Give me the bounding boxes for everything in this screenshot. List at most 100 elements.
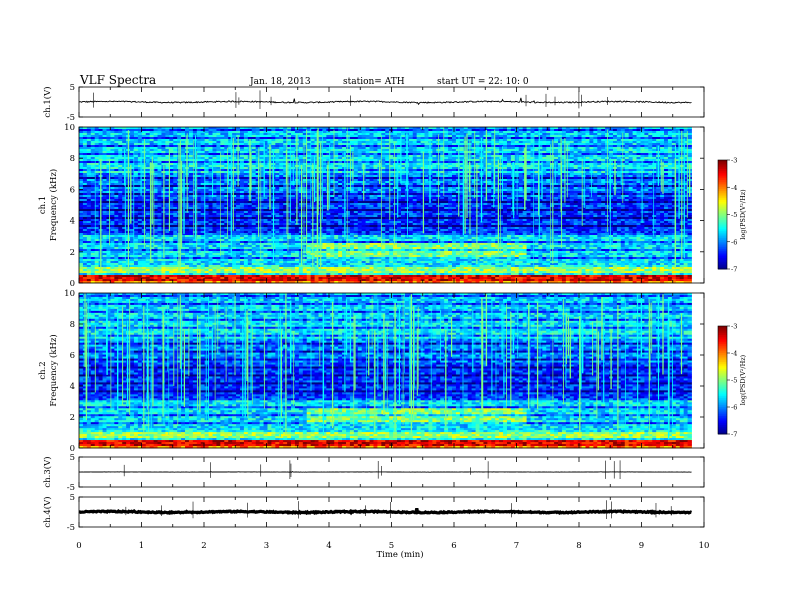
ch1-spectrogram-cell [291,133,296,136]
ch1-spectrogram-cell [534,129,539,132]
ch1-spectrogram-cell [342,153,347,156]
ch1-spectrogram-cell [243,155,249,158]
ch1-spectrogram-cell [558,159,563,162]
ch1-spectrogram-cell [565,141,571,144]
ch1-spectrogram-cell [652,167,657,170]
ch1-spectrogram-cell [597,153,602,156]
ch1-spectrogram-cell [612,135,618,138]
ch1-spectrogram-cell [624,129,630,132]
ch1-spectrogram-cell [232,147,237,150]
ch1-spectrogram-cell [656,127,661,130]
ch1-spectrogram-cell [283,161,288,164]
ch1-spectrogram-cell [82,139,88,142]
ch1-spectrogram-cell [432,165,437,168]
ch1-spectrogram-cell [675,137,681,140]
ch1-spectrogram-cell [573,165,579,168]
ch1-spectrogram-cell [546,133,551,136]
ch1-spectrogram-cell [118,155,123,158]
ch1-spectrogram-cell [612,153,618,156]
ch1-spectrogram-cell [349,127,355,130]
ch1-spectrogram-cell [424,159,429,162]
ch1-spectrogram-cell [491,149,496,152]
ch1-spectrogram-cell [287,147,292,150]
ch1-spectrogram-cell [420,137,425,140]
ch1-spectrogram-cell [263,127,268,130]
ch1-spectrogram-cell [79,143,84,146]
ch1-spectrogram-cell [133,171,139,174]
ch1-spectrogram-cell [503,163,508,166]
ch1-spectrogram-cell [448,145,453,148]
ch1-spectrogram-cell [263,171,268,174]
ch1-spectrogram-cell [251,161,257,164]
ch1-spectrogram-cell [334,157,339,160]
ch1-spectrogram-cell [667,159,673,162]
ch1-spectrogram-cell [271,131,276,134]
ch1-spectrogram-cell [569,155,575,158]
ch1-spectrogram-cell [495,141,500,144]
ch1-spectrogram-cell [518,131,524,134]
ch1-spectrogram-cell [377,157,382,160]
ch1-spectrogram-cell [444,163,449,166]
ch1-spectrogram-cell [491,137,496,140]
ch1-spectrogram-cell [664,135,669,138]
ch1-spectrogram-cell [660,143,665,146]
ch1-spectrogram-cell [518,145,524,148]
ch1-spectrogram-cell [593,157,598,160]
ch1-spectrogram-cell [169,127,174,130]
ch1-spectrogram-cell [440,161,445,164]
ch1-spectrogram-cell [667,139,673,142]
ch1-spectrogram-cell [118,133,123,136]
ch1-spectrogram-cell [636,165,641,168]
ch1-spectrogram-cell [648,169,653,172]
ch1-spectrogram-cell [200,149,206,152]
ch1-spectrogram-cell [491,141,496,144]
ch1-spectrogram-cell [558,161,563,164]
ch1-spectrogram-cell [397,161,402,164]
ch1-spectrogram-cell [177,143,182,146]
ch1-spectrogram-cell [471,127,476,130]
ch1-spectrogram-cell [530,157,535,160]
ch1-spectrogram-cell [185,129,190,132]
ch1-spectrogram-cell [648,141,653,144]
ch1-spectrogram-cell [589,157,594,160]
ch1-spectrogram-cell [165,129,170,132]
ch1-spectrogram-cell [452,169,457,172]
ch1-spectrogram-cell [255,131,261,134]
ch1-spectrogram-cell [644,163,649,166]
ch1-spectrogram-cell [683,167,688,170]
ch1-spectrogram-cell [334,151,339,154]
ch1-spectrogram-cell [389,139,394,142]
ch1-spectrogram-cell [644,153,649,156]
ch1-spectrogram-cell [530,131,535,134]
ch1-spectrogram-cell [400,129,406,132]
ch1-spectrogram-cell [550,129,555,132]
ch1-spectrogram-cell [271,129,276,132]
ch1-spectrogram-cell [412,155,418,158]
ch1-spectrogram-cell [255,143,261,146]
ch1-spectrogram-cell [534,135,539,138]
ch1-spectrogram-cell [601,149,606,152]
ch1-spectrogram-cell [377,129,382,132]
ch1-spectrogram-cell [208,131,213,134]
ch1-spectrogram-cell [86,129,92,132]
ch1-spectrogram-cell [169,163,174,166]
ch1-spectrogram-cell [173,131,178,134]
ch1-spectrogram-cell [483,161,488,164]
ch1-spectrogram-cell [389,145,394,148]
ch1-spectrogram-cell [79,165,84,168]
ch1-spectrogram-cell [357,143,363,146]
ch1-spectrogram-cell [216,149,221,152]
ch1-spectrogram-cell [522,139,527,142]
ch1-spectrogram-cell [373,147,378,150]
ch1-spectrogram-cell [200,127,206,130]
ch1-spectrogram-cell [157,145,162,148]
ch1-spectrogram-cell [133,143,139,146]
ch1-spectrogram-cell [291,129,296,132]
ch1-spectrogram-cell [322,143,327,146]
ch1-spectrogram-cell [357,129,363,132]
ch1-spectrogram-cell [298,153,304,156]
ch1-spectrogram-cell [491,135,496,138]
ch1-spectrogram-cell [459,159,465,162]
ch1-spectrogram-cell [448,133,453,136]
ch1-spectrogram-cell [302,129,308,132]
